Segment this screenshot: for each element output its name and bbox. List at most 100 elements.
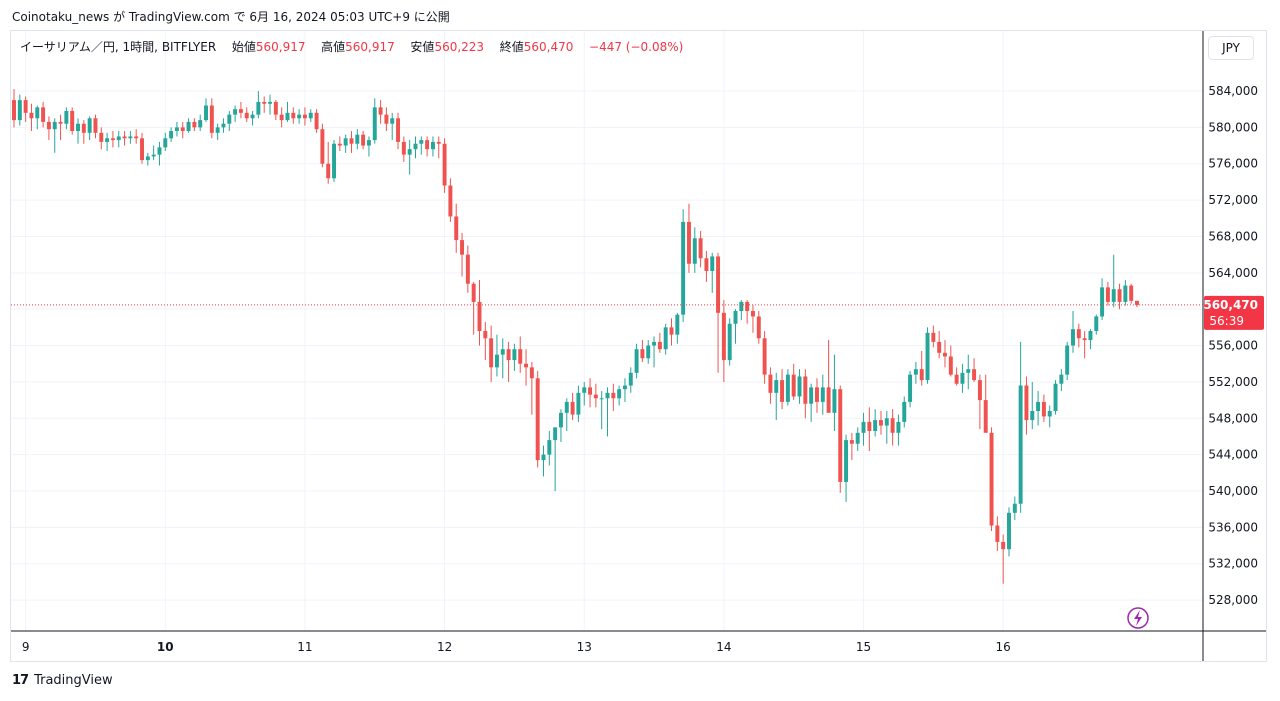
x-tick-label: 13 [577,640,592,654]
candle-body [535,378,540,461]
candle [204,98,208,122]
candle-body [774,380,779,393]
candle-body [1053,383,1058,411]
candle-body [407,149,412,155]
candle-body [541,454,546,461]
candle [681,209,686,322]
candle-body [17,100,22,121]
candle [558,409,563,442]
candle [803,369,808,419]
candle [797,369,802,404]
candle [140,132,144,164]
candle-body [215,127,220,133]
candle-body [646,345,651,359]
candle-body [337,143,342,146]
candle-body [966,369,971,373]
candle-body [169,131,174,139]
candle-body [506,349,511,361]
candle [1065,341,1070,381]
candle [1076,323,1081,348]
publish-line: Coinotaku_news が TradingView.com で 6月 16… [12,10,450,24]
candle-body [1041,401,1046,417]
candle-body [279,114,284,121]
candle [686,203,691,273]
candle-body [756,316,761,339]
candle-body [588,387,593,395]
candle [238,101,243,119]
candle [692,227,697,273]
candle [460,232,465,277]
candle [704,251,709,282]
candle [849,432,854,461]
close-value: 560,470 [523,40,574,54]
candle-body [634,349,639,373]
y-tick-label: 584,000 [1208,84,1258,98]
candle [1018,341,1023,513]
candle [652,336,657,368]
candle [1129,283,1134,304]
candle [436,136,441,159]
candle-body [704,258,709,271]
candle-body [378,107,383,115]
candle [1088,329,1093,350]
lightning-icon[interactable] [1127,607,1149,629]
candle [151,145,156,161]
candle [29,103,34,131]
candle-body [826,387,831,413]
candle-body [58,121,63,124]
candle [657,332,662,353]
candle [535,371,540,468]
candle [966,354,971,390]
candle-body [192,121,197,128]
candle [454,203,459,253]
candle-body [413,143,418,150]
candle-body [913,369,918,375]
candle-body [204,105,208,121]
candle [727,318,732,366]
candle [844,434,849,502]
candle [465,245,470,293]
candles-layer [12,89,1139,584]
candle [215,123,220,141]
footer-brand[interactable]: 17 TradingView [12,673,113,688]
candle [570,392,575,421]
candle [262,96,267,113]
candle [750,305,755,333]
candle [390,112,395,141]
candle [471,281,476,335]
candle [588,378,593,408]
candle-body [64,111,69,124]
candle [372,98,377,144]
candle [838,385,843,493]
candle [820,374,825,415]
candle-body [809,387,814,404]
chart-frame [10,30,1267,662]
candle [1030,381,1035,430]
candle [198,114,203,131]
candle-body [832,389,837,413]
candle-body [1001,541,1006,550]
candle-body [256,101,261,115]
candle-body [663,327,668,350]
candle-body [1071,329,1075,346]
currency-button[interactable]: JPY [1208,36,1254,60]
candle [93,114,98,139]
candle-body [285,112,290,121]
candle-body [465,254,470,284]
candle [343,134,348,153]
candle-body [1076,329,1081,339]
candle [925,327,930,384]
candle-body [477,301,482,331]
candle-body [820,387,825,402]
symbol-label[interactable]: イーサリアム／円, 1時間, BITFLYER [20,40,217,54]
candle [983,374,988,433]
candle-body [471,283,476,302]
candle-body [727,323,732,361]
candle [442,138,447,193]
candle [698,231,703,268]
candle-body [529,367,534,379]
candle [599,391,604,430]
candle-body [41,107,46,122]
candle-body [326,163,331,179]
